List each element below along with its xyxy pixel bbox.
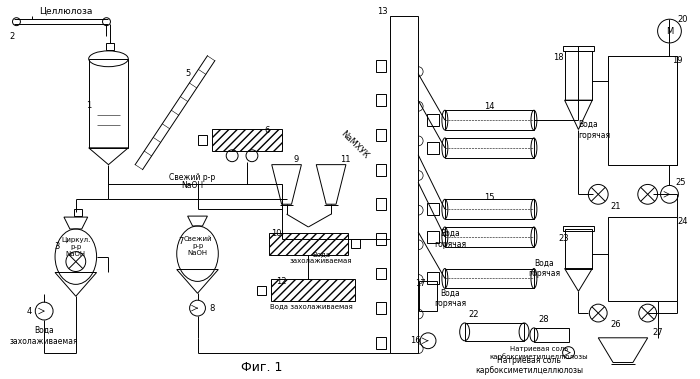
Text: Вода захолаживаемая: Вода захолаживаемая [270,303,353,309]
Bar [197,135,207,145]
Bar [427,273,439,284]
Bar [427,142,439,154]
Bar [563,46,594,51]
Text: Фиг. 1: Фиг. 1 [241,361,283,374]
Bar [376,94,386,106]
Text: 12: 12 [276,277,286,286]
Text: 11: 11 [340,155,350,164]
Bar [106,44,114,50]
Bar [89,59,128,148]
Bar [271,279,356,301]
Text: 7: 7 [178,237,183,246]
Text: 25: 25 [675,178,685,187]
Text: 4: 4 [27,307,32,316]
Text: Вода
горячая: Вода горячая [578,120,610,140]
Text: 20: 20 [677,15,687,24]
Bar [376,198,386,210]
Bar [351,240,360,248]
Text: 3: 3 [55,242,60,251]
Text: Натриевая соль
карбоксиметилцеллюлозы: Натриевая соль карбоксиметилцеллюлозы [489,346,588,360]
Bar [376,60,386,72]
Text: 24: 24 [677,216,687,226]
Bar [376,268,386,279]
Bar [419,281,437,311]
Text: 18: 18 [553,53,564,62]
Text: Свежий р-р: Свежий р-р [169,173,216,182]
Bar [563,226,594,231]
Bar [445,199,534,219]
Text: Натриевая соль
карбоксиметилцеллюлозы: Натриевая соль карбоксиметилцеллюлозы [475,356,583,375]
Bar [608,56,678,164]
Text: 21: 21 [611,202,622,211]
Bar [427,114,439,126]
Text: NaOH: NaOH [181,181,204,190]
Bar [445,269,534,288]
Text: 26: 26 [610,320,622,329]
Bar [427,231,439,243]
Text: 16: 16 [410,336,421,345]
Text: NaMXУК: NaMXУК [339,129,370,161]
Text: 27: 27 [652,328,663,337]
Text: 13: 13 [377,7,388,16]
Bar [565,51,592,100]
Bar [74,209,82,216]
Text: 9: 9 [294,155,299,164]
Bar [376,233,386,245]
Bar [534,328,568,342]
Text: M: M [666,27,673,36]
Bar [445,138,534,158]
Text: 14: 14 [484,102,495,111]
Bar [376,164,386,175]
Text: Вода
горячая: Вода горячая [434,229,466,249]
Text: Вода
захолаживаемая: Вода захолаживаемая [290,251,352,264]
Text: Циркул.
р-р
NaOH: Циркул. р-р NaOH [61,237,90,257]
Text: Целлюлоза: Целлюлоза [39,7,92,16]
Text: 28: 28 [538,315,549,324]
Bar [608,217,678,301]
Bar [445,110,534,130]
Bar [427,203,439,215]
Text: 10: 10 [272,229,282,238]
Text: 6: 6 [264,125,270,135]
Text: 17: 17 [415,279,426,288]
Text: 22: 22 [468,310,479,318]
Text: 15: 15 [484,193,495,202]
Bar [565,229,592,269]
Bar [376,129,386,141]
Text: 23: 23 [559,234,569,243]
Bar [376,337,386,349]
Bar [445,227,534,247]
Text: 2: 2 [10,31,15,41]
Text: Вода
захолаживаемая: Вода захолаживаемая [10,326,78,346]
Bar [391,16,418,352]
Bar [465,323,524,341]
Text: Вода
горячая: Вода горячая [528,259,560,278]
Bar [376,302,386,314]
Text: Свежий
р-р
NaOH: Свежий р-р NaOH [183,236,212,256]
Text: 5: 5 [185,69,190,78]
Text: Вода
горячая: Вода горячая [434,288,466,308]
Bar [212,129,281,151]
Bar [257,286,266,295]
Text: 8: 8 [210,304,215,313]
Text: 19: 19 [672,56,682,65]
Bar [269,233,348,255]
Text: 1: 1 [86,101,91,110]
